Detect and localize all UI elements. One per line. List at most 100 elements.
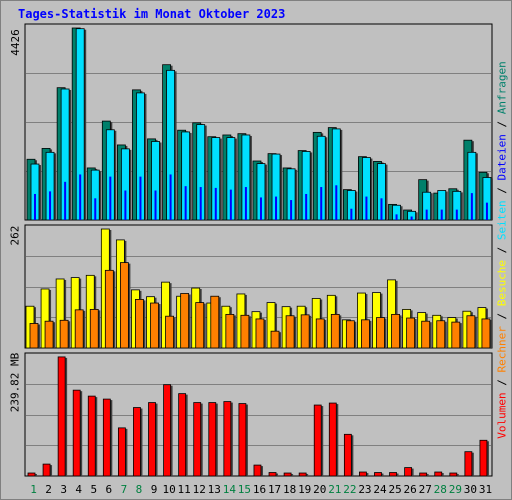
bar-rechner <box>481 318 491 349</box>
bar-volumen <box>87 395 96 477</box>
legend-item-dateien: Dateien <box>495 134 509 181</box>
bar-rechner <box>135 299 144 349</box>
bar-rechner <box>376 317 385 349</box>
bar-volumen <box>178 393 187 477</box>
bar-rechner <box>225 313 235 349</box>
bar-volumen <box>268 472 277 477</box>
bar-volumen <box>464 451 473 477</box>
x-tick-label: 22 <box>343 483 356 496</box>
x-tick-label: 16 <box>253 483 266 496</box>
bar-dateien <box>124 190 127 220</box>
bar-dateien <box>305 193 308 220</box>
bar-volumen <box>343 433 352 477</box>
bar-rechner <box>74 309 84 349</box>
bar-dateien <box>79 174 82 220</box>
bar-rechner <box>315 318 325 349</box>
bar-rechner <box>150 302 159 349</box>
bar-dateien <box>395 214 398 220</box>
bar-volumen <box>298 472 307 477</box>
x-tick-label: 28 <box>434 483 447 496</box>
legend-item-besuche: Besuche <box>495 259 509 307</box>
bar-dateien <box>214 187 217 220</box>
bar-volumen <box>449 472 458 477</box>
x-tick-label: 11 <box>178 483 191 496</box>
bar-rechner <box>119 262 129 349</box>
bar-dateien <box>49 191 52 220</box>
x-tick-label: 12 <box>193 483 206 496</box>
x-tick-label: 14 <box>223 483 237 496</box>
x-tick-label: 7 <box>121 483 128 496</box>
x-tick-label: 26 <box>404 483 417 496</box>
bar-dateien <box>169 174 172 220</box>
legend-separator: / <box>495 372 509 393</box>
bar-dateien <box>455 209 458 220</box>
bar-rechner <box>285 315 295 349</box>
bar-dateien <box>335 185 338 220</box>
bar-rechner <box>300 314 310 349</box>
bar-volumen <box>479 439 488 477</box>
x-tick-label: 10 <box>162 483 175 496</box>
x-tick-label: 19 <box>298 483 311 496</box>
bar-dateien <box>275 196 278 220</box>
bar-rechner <box>89 308 99 349</box>
x-tick-label: 24 <box>373 483 387 496</box>
x-tick-label: 18 <box>283 483 296 496</box>
x-tick-label: 4 <box>75 483 82 496</box>
bar-dateien <box>94 198 97 220</box>
bar-dateien <box>290 200 293 220</box>
bar-dateien <box>184 186 187 220</box>
x-tick-label: 21 <box>328 483 341 496</box>
bar-dateien <box>199 187 202 220</box>
bar-rechner <box>391 313 400 349</box>
bar-volumen <box>148 402 156 477</box>
bar-volumen <box>389 472 397 477</box>
bar-dateien <box>320 187 323 220</box>
chart-legend: Volumen / Rechner / Besuche / Seiten / D… <box>494 24 510 476</box>
bar-volumen <box>117 427 126 477</box>
bar-rechner <box>406 317 416 349</box>
x-tick-label: 29 <box>449 483 462 496</box>
bar-volumen <box>374 472 382 477</box>
x-tick-label: 6 <box>106 483 113 496</box>
bar-volumen <box>72 389 81 477</box>
x-tick-label: 31 <box>479 483 492 496</box>
legend-item-rechner: Rechner <box>495 326 509 373</box>
x-tick-label: 23 <box>358 483 371 496</box>
bar-dateien <box>380 198 383 220</box>
bar-volumen <box>102 398 111 477</box>
x-tick-label: 5 <box>90 483 97 496</box>
bar-volumen <box>57 356 66 477</box>
x-tick-label: 25 <box>388 483 401 496</box>
bar-volumen <box>313 404 322 477</box>
bar-volumen <box>238 403 247 477</box>
bar-rechner <box>361 319 370 349</box>
bar-dateien <box>350 208 353 220</box>
legend-item-volumen: Volumen <box>495 392 509 439</box>
bar-volumen <box>193 402 202 477</box>
bar-volumen <box>223 401 232 477</box>
bar-dateien <box>229 189 232 220</box>
bar-dateien <box>410 216 413 220</box>
bar-volumen <box>419 472 428 477</box>
bar-volumen <box>404 467 413 477</box>
x-tick-label: 2 <box>45 483 52 496</box>
bar-rechner <box>345 320 355 349</box>
bar-dateien <box>109 176 112 220</box>
bar-volumen <box>359 471 367 477</box>
bar-volumen <box>27 472 36 477</box>
legend-separator: / <box>495 306 509 327</box>
bar-rechner <box>59 319 69 349</box>
bar-rechner <box>165 315 174 349</box>
bar-dateien <box>259 197 262 220</box>
x-tick-label: 8 <box>136 483 143 496</box>
bar-rechner <box>451 321 461 349</box>
bar-rechner <box>104 269 114 349</box>
bar-rechner <box>270 330 280 349</box>
bar-dateien <box>64 181 67 220</box>
bar-dateien <box>244 187 247 220</box>
bar-dateien <box>485 202 488 220</box>
bar-rechner <box>255 318 265 349</box>
bar-rechner <box>330 313 340 349</box>
legend-separator: / <box>495 114 509 135</box>
